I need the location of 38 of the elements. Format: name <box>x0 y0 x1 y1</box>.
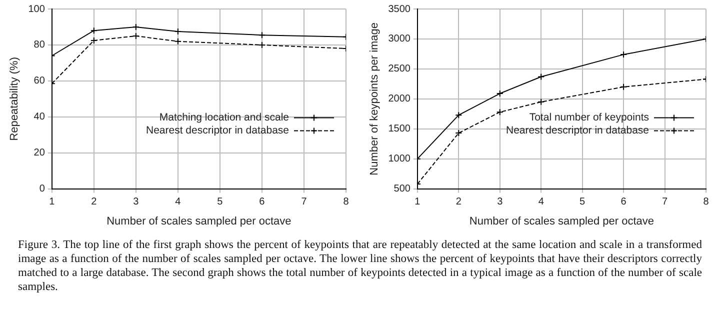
y-tick-label: 1000 <box>388 154 411 165</box>
legend-label: Nearest descriptor in database <box>506 124 650 137</box>
x-axis-title: Number of scales sampled per octave <box>469 215 654 228</box>
y-tick-label: 2000 <box>388 94 411 105</box>
y-tick-label: 40 <box>34 112 46 123</box>
y-axis-title: Repeatability (%) <box>8 57 21 141</box>
x-tick-label: 2 <box>91 196 98 208</box>
x-tick-label: 7 <box>662 196 668 208</box>
x-tick-label: 1 <box>49 196 56 208</box>
y-tick-label: 100 <box>28 4 46 15</box>
x-tick-label: 5 <box>217 196 224 208</box>
x-tick-label: 8 <box>703 196 710 208</box>
y-tick-label: 0 <box>39 184 46 195</box>
x-tick-label: 8 <box>343 196 350 208</box>
y-axis-title: Number of keypoints per image <box>368 22 381 176</box>
x-tick-label: 4 <box>175 196 182 208</box>
caption: Figure 3. The top line of the first graph shows the percent of keypoints that are repeatably detected at the same location and scale in a transformed image as a function of the number of scales sampled per octave. The lower line shows the percent of keypoints that have their descriptors correctly matched to a large database. The second graph shows the total number of keypoints detected in a typical image as a function of the number of scale samples. <box>18 238 702 294</box>
y-tick-label: 3000 <box>388 34 411 45</box>
y-tick-label: 20 <box>34 148 46 159</box>
legend-label: Nearest descriptor in database <box>146 124 290 137</box>
x-tick-label: 2 <box>456 196 462 208</box>
y-tick-label: 80 <box>34 40 46 51</box>
legend-label: Total number of keypoints <box>529 112 649 124</box>
x-tick-label: 1 <box>414 196 421 208</box>
y-tick-label: 2500 <box>388 64 411 75</box>
x-axis-title: Number of scales sampled per octave <box>106 215 292 228</box>
x-tick-label: 3 <box>133 196 140 208</box>
x-tick-label: 4 <box>538 196 544 208</box>
y-tick-label: 3500 <box>388 4 411 15</box>
x-tick-label: 3 <box>497 196 504 208</box>
y-tick-label: 1500 <box>388 124 411 135</box>
x-tick-label: 6 <box>620 196 627 208</box>
y-tick-label: 60 <box>34 76 46 87</box>
y-tick-label: 500 <box>394 184 411 195</box>
x-tick-label: 7 <box>301 196 308 208</box>
x-tick-label: 6 <box>259 196 266 208</box>
legend-label: Matching location and scale <box>159 112 290 124</box>
x-tick-label: 5 <box>580 196 586 208</box>
